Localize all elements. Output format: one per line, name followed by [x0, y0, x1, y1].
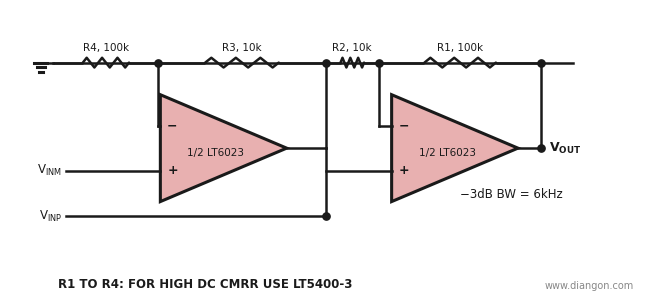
Polygon shape: [161, 95, 287, 202]
Text: −3dB BW = 6kHz: −3dB BW = 6kHz: [460, 188, 562, 201]
Text: 1/2 LT6023: 1/2 LT6023: [187, 148, 244, 158]
Text: www.diangon.com: www.diangon.com: [544, 281, 634, 291]
Polygon shape: [392, 95, 518, 202]
Text: +: +: [167, 164, 178, 177]
Text: R1, 100k: R1, 100k: [437, 43, 483, 53]
Text: R1 TO R4: FOR HIGH DC CMRR USE LT5400-3: R1 TO R4: FOR HIGH DC CMRR USE LT5400-3: [58, 278, 353, 291]
Text: $\mathregular{V_{INM}}$: $\mathregular{V_{INM}}$: [37, 163, 62, 178]
Text: −: −: [167, 119, 177, 132]
Text: R2, 10k: R2, 10k: [332, 43, 372, 53]
Text: R3, 10k: R3, 10k: [222, 43, 262, 53]
Text: $\mathregular{V_{INP}}$: $\mathregular{V_{INP}}$: [39, 209, 62, 224]
Text: +: +: [398, 164, 409, 177]
Text: $\mathregular{V_{OUT}}$: $\mathregular{V_{OUT}}$: [549, 140, 581, 156]
Text: 1/2 LT6023: 1/2 LT6023: [419, 148, 476, 158]
Text: −: −: [398, 119, 409, 132]
Text: R4, 100k: R4, 100k: [83, 43, 129, 53]
